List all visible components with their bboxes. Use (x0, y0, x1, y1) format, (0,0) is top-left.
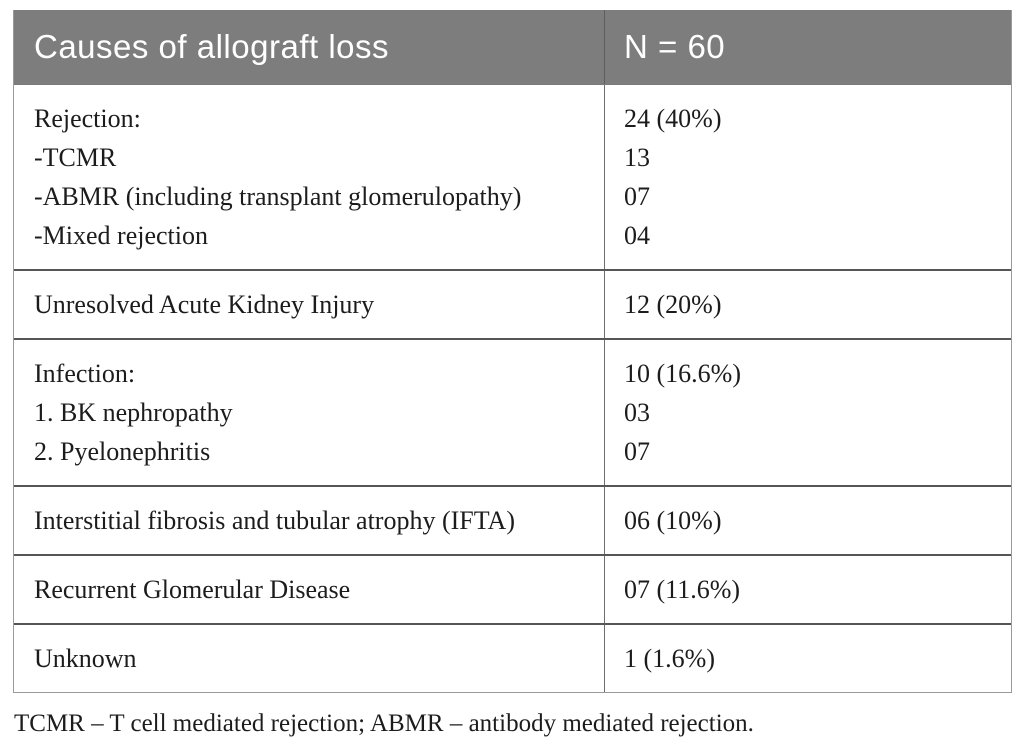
cause-line: -TCMR (34, 143, 117, 172)
table-row: Unknown 1 (1.6%) (14, 623, 1011, 692)
table-footnote: TCMR – T cell mediated rejection; ABMR –… (14, 710, 754, 737)
cause-cell: Infection: 1. BK nephropathy 2. Pyelonephr… (14, 340, 604, 485)
value-line: 07 (624, 182, 650, 211)
cause-cell: Interstitial fibrosis and tubular atroph… (14, 487, 604, 554)
header-n-label: N = 60 (624, 28, 726, 65)
cause-line: 2. Pyelonephritis (34, 437, 211, 466)
cause-line: -Mixed rejection (34, 221, 208, 250)
cause-line: Recurrent Glomerular Disease (34, 575, 351, 604)
value-line: 07 (624, 437, 650, 466)
cause-cell: Recurrent Glomerular Disease (14, 556, 604, 623)
value-line: 06 (10%) (624, 506, 722, 535)
value-cell: 24 (40%) 13 07 04 (604, 85, 1011, 269)
value-line: 12 (20%) (624, 290, 722, 319)
value-line: 13 (624, 143, 650, 172)
value-line: 1 (1.6%) (624, 644, 715, 673)
cause-line: 1. BK nephropathy (34, 398, 233, 427)
table-row: Rejection: -TCMR -ABMR (including transpla… (14, 84, 1011, 269)
header-n-column: N = 60 (604, 10, 1011, 84)
value-cell: 10 (16.6%) 03 07 (604, 340, 1011, 485)
cause-line: Rejection: (34, 104, 141, 133)
table-header-row: Causes of allograft loss N = 60 (14, 10, 1011, 84)
cause-line: Infection: (34, 359, 136, 388)
table-row: Interstitial fibrosis and tubular atroph… (14, 485, 1011, 554)
cause-line: Unknown (34, 644, 137, 673)
value-line: 03 (624, 398, 650, 427)
cause-line: -ABMR (including transplant glomerulopat… (34, 182, 522, 211)
value-line: 04 (624, 221, 650, 250)
value-cell: 06 (10%) (604, 487, 1011, 554)
cause-cell: Rejection: -TCMR -ABMR (including transpla… (14, 85, 604, 269)
value-cell: 1 (1.6%) (604, 625, 1011, 692)
value-line: 07 (11.6%) (624, 575, 741, 604)
value-line: 24 (40%) (624, 104, 722, 133)
causes-of-allograft-loss-table: Causes of allograft loss N = 60 Rejectio… (13, 10, 1012, 693)
table-row: Unresolved Acute Kidney Injury 12 (20%) (14, 269, 1011, 338)
table-row: Infection: 1. BK nephropathy 2. Pyelonephr… (14, 338, 1011, 485)
cause-cell: Unresolved Acute Kidney Injury (14, 271, 604, 338)
table-row: Recurrent Glomerular Disease 07 (11.6%) (14, 554, 1011, 623)
cause-line: Unresolved Acute Kidney Injury (34, 290, 375, 319)
value-cell: 07 (11.6%) (604, 556, 1011, 623)
value-cell: 12 (20%) (604, 271, 1011, 338)
table-body: Rejection: -TCMR -ABMR (including transpla… (14, 84, 1011, 692)
cause-line: Interstitial fibrosis and tubular atroph… (34, 506, 515, 535)
header-cause-column: Causes of allograft loss (14, 10, 604, 84)
header-cause-label: Causes of allograft loss (34, 28, 390, 65)
cause-cell: Unknown (14, 625, 604, 692)
value-line: 10 (16.6%) (624, 359, 741, 388)
